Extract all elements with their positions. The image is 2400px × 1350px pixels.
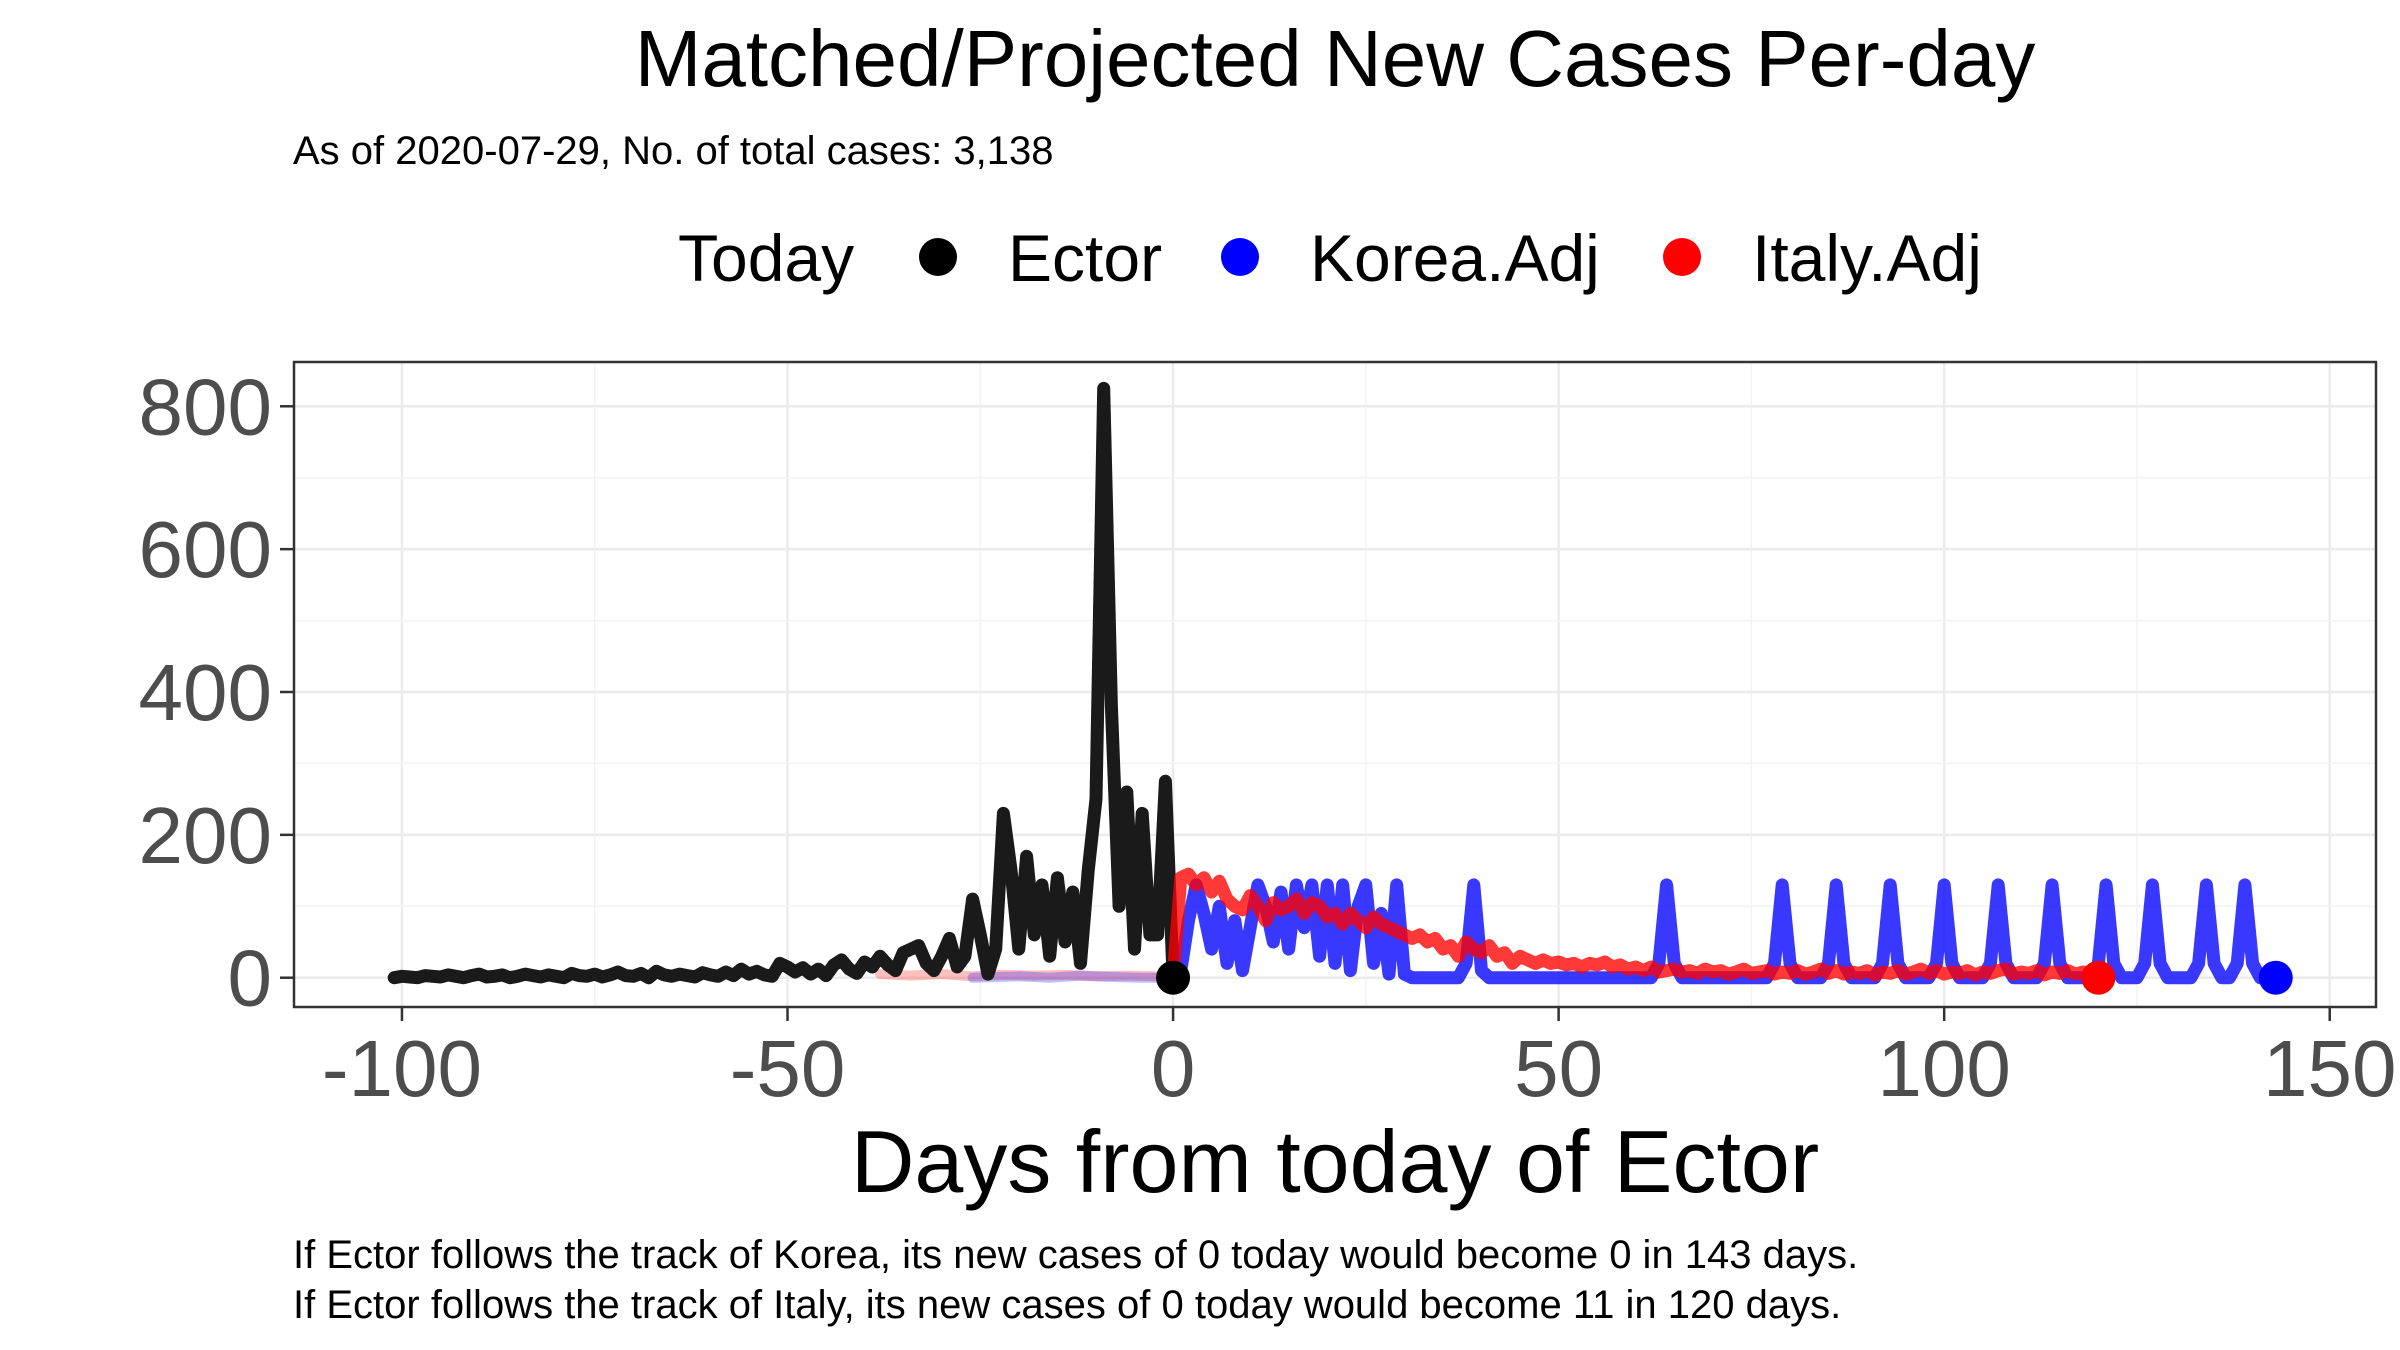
chart-subtitle: As of 2020-07-29, No. of total cases: 3,… xyxy=(293,129,1053,173)
caption-line-1: If Ector follows the track of Korea, its… xyxy=(293,1233,1858,1277)
legend-label-korea-adj: Korea.Adj xyxy=(1310,221,1600,295)
x-tick-label: 150 xyxy=(2263,1024,2396,1113)
x-axis-title: Days from today of Ector xyxy=(851,1112,1819,1211)
y-tick-label: 600 xyxy=(139,505,272,594)
y-tick-label: 200 xyxy=(139,791,272,880)
y-axis: 0 200 400 600 800 xyxy=(139,362,294,1023)
endpoints-layer xyxy=(1156,960,2293,995)
legend-label-italy-adj: Italy.Adj xyxy=(1752,221,1982,295)
series-line-italy-adj xyxy=(1166,867,2105,985)
x-tick-label: -100 xyxy=(322,1024,482,1113)
endpoint-italy-adj xyxy=(2081,960,2116,995)
grid xyxy=(294,362,2376,1007)
chart-title: Matched/Projected New Cases Per-day xyxy=(635,14,2036,103)
x-tick-label: 100 xyxy=(1877,1024,2010,1113)
x-axis: -100 -50 0 50 100 150 xyxy=(322,1007,2396,1113)
y-tick-label: 0 xyxy=(228,934,273,1023)
legend-title: Today xyxy=(678,221,854,295)
x-tick-label: 50 xyxy=(1514,1024,1603,1113)
series-line-ector xyxy=(387,381,1180,985)
legend: Today Ector Korea.Adj Italy.Adj xyxy=(678,221,1982,295)
legend-key-italy-adj xyxy=(1663,238,1701,276)
plot-border xyxy=(292,360,2378,1009)
caption-line-2: If Ector follows the track of Italy, its… xyxy=(293,1283,1841,1327)
y-tick-label: 400 xyxy=(139,648,272,737)
endpoint-korea-adj xyxy=(2258,960,2293,995)
series-line-korea-adj-matched xyxy=(967,970,1179,983)
legend-key-korea-adj xyxy=(1221,238,1259,276)
x-tick-label: -50 xyxy=(730,1024,846,1113)
legend-key-ector xyxy=(919,238,957,276)
endpoint-ector xyxy=(1156,960,1191,995)
y-tick-label: 800 xyxy=(139,362,272,451)
x-tick-label: 0 xyxy=(1151,1024,1196,1113)
legend-label-ector: Ector xyxy=(1008,221,1162,295)
